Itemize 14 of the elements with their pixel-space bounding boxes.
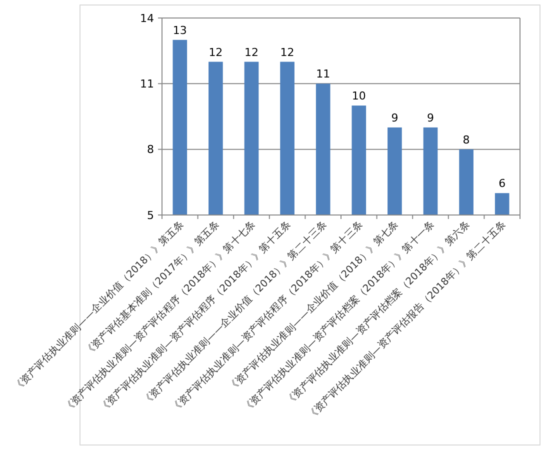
data-label: 6 [498,177,506,190]
y-tick-label: 8 [147,143,154,156]
data-label: 11 [316,68,330,81]
data-label: 9 [427,111,434,124]
y-tick-label: 11 [140,78,154,91]
data-label: 9 [391,111,398,124]
data-label: 13 [172,24,187,37]
y-tick-label: 14 [140,12,154,25]
data-label: 10 [352,90,366,103]
data-label: 8 [462,133,470,146]
data-label: 12 [208,46,223,59]
data-label: 12 [280,46,294,59]
y-tick-label: 5 [147,208,154,222]
data-label: 12 [244,46,258,59]
